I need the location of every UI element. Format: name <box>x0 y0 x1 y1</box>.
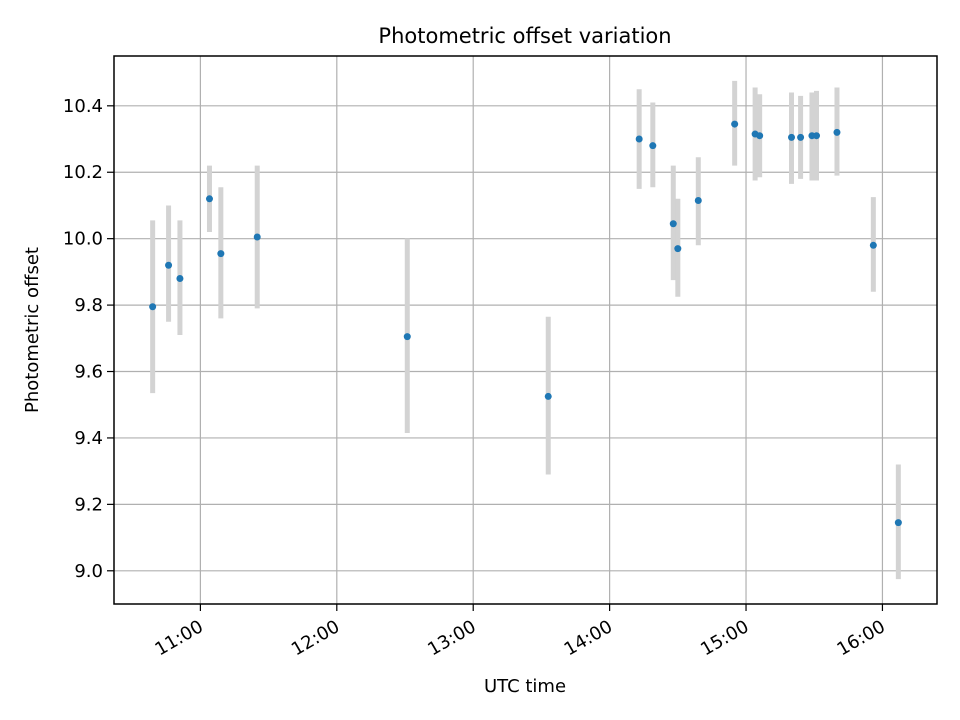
plot-frame <box>113 55 938 605</box>
x-tick-label: 15:00 <box>697 616 752 660</box>
data-point <box>694 196 702 204</box>
tick-layer: 11:00 12:00 13:00 14:00 15:00 16:00 9.0 9.2 9.4 9… <box>63 96 889 660</box>
y-tick-label: 9.0 <box>74 561 103 582</box>
y-tick-label: 9.4 <box>74 428 103 449</box>
y-tick-label: 10.0 <box>63 229 103 250</box>
data-point <box>669 220 677 228</box>
data-point <box>205 195 213 203</box>
data-point <box>253 233 261 241</box>
x-tick-label: 14:00 <box>561 616 616 660</box>
data-point <box>635 135 643 143</box>
chart-title: Photometric offset variation <box>378 24 671 48</box>
data-point <box>649 142 657 150</box>
y-axis-title: Photometric offset <box>22 247 43 413</box>
x-tick-label: 13:00 <box>424 616 479 660</box>
point-layer <box>149 120 902 527</box>
x-axis-title: UTC time <box>484 676 566 697</box>
data-point <box>149 303 157 311</box>
data-point <box>756 132 764 140</box>
y-tick-label: 10.2 <box>63 162 103 183</box>
data-point <box>544 392 552 400</box>
y-tick-label: 9.8 <box>74 295 103 316</box>
y-tick-label: 10.4 <box>63 96 103 117</box>
data-point <box>217 250 225 258</box>
data-point <box>869 241 877 249</box>
data-point <box>894 519 902 527</box>
data-point <box>674 245 682 253</box>
x-tick-label: 11:00 <box>151 616 206 660</box>
data-point <box>165 261 173 269</box>
x-tick-label: 16:00 <box>834 616 889 660</box>
data-point <box>403 333 411 341</box>
data-point <box>833 128 841 136</box>
data-point <box>731 120 739 128</box>
data-point <box>787 133 795 141</box>
data-point <box>797 133 805 141</box>
y-tick-label: 9.2 <box>74 494 103 515</box>
data-point <box>176 275 184 283</box>
data-point <box>813 132 821 140</box>
x-tick-label: 12:00 <box>288 616 343 660</box>
y-tick-label: 9.6 <box>74 362 103 383</box>
